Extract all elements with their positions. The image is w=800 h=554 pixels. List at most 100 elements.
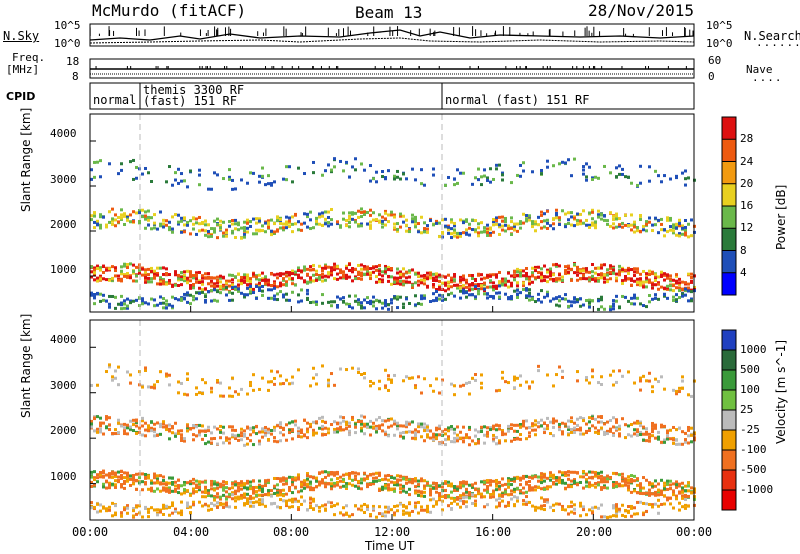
range-cell <box>375 427 378 431</box>
range-cell <box>510 216 513 220</box>
range-cell <box>279 506 282 510</box>
range-cell <box>414 479 417 483</box>
range-cell <box>219 381 222 385</box>
range-cell <box>111 431 114 435</box>
range-cell <box>519 163 522 167</box>
range-cell <box>270 288 273 292</box>
range-cell <box>171 230 174 234</box>
range-cell <box>603 484 606 488</box>
range-cell <box>621 484 624 488</box>
range-cell <box>471 485 474 489</box>
range-cell <box>294 485 297 489</box>
range-cell <box>528 282 531 286</box>
range-cell <box>252 426 255 430</box>
range-cell <box>351 165 354 169</box>
range-cell <box>576 423 579 427</box>
range-cell <box>597 475 600 479</box>
range-cell <box>234 285 237 289</box>
range-cell <box>264 183 267 187</box>
range-cell <box>678 224 681 228</box>
range-cell <box>153 434 156 438</box>
range-cell <box>186 504 189 508</box>
range-cell <box>264 221 267 225</box>
range-cell <box>666 429 669 433</box>
range-cell <box>282 426 285 430</box>
range-cell <box>120 511 123 515</box>
range-cell <box>201 228 204 232</box>
range-cell <box>222 231 225 235</box>
range-cell <box>666 431 669 435</box>
range-cell <box>297 426 300 430</box>
range-cell <box>321 504 324 508</box>
range-cell <box>243 492 246 496</box>
range-cell <box>684 440 687 444</box>
range-cell <box>645 272 648 276</box>
freq-mark <box>265 66 267 69</box>
range-cell <box>246 283 249 287</box>
range-cell <box>318 471 321 475</box>
range-cell <box>228 175 231 179</box>
range-cell <box>486 432 489 436</box>
range-cell <box>567 470 570 474</box>
range-cell <box>555 373 558 377</box>
range-cell <box>120 473 123 477</box>
range-cell <box>300 485 303 489</box>
range-cell <box>465 228 468 232</box>
range-cell <box>183 230 186 234</box>
range-cell <box>450 496 453 500</box>
range-cell <box>255 284 258 288</box>
range-cell <box>657 275 660 279</box>
range-cell <box>594 474 597 478</box>
range-cell <box>495 284 498 288</box>
range-cell <box>468 293 471 297</box>
range-cell <box>180 298 183 302</box>
range-cell <box>639 181 642 185</box>
range-cell <box>585 267 588 271</box>
range-cell <box>186 377 189 381</box>
range-cell <box>522 486 525 490</box>
range-cell <box>669 279 672 283</box>
range-cell <box>681 386 684 390</box>
range-cell <box>510 284 513 288</box>
range-cell <box>354 277 357 281</box>
range-cell <box>225 231 228 235</box>
range-cell <box>258 430 261 434</box>
range-cell <box>522 502 525 506</box>
range-cell <box>147 302 150 306</box>
range-cell <box>117 302 120 306</box>
range-cell <box>387 434 390 438</box>
range-cell <box>675 226 678 230</box>
range-cell <box>120 307 123 311</box>
range-cell <box>339 159 342 163</box>
range-cell <box>267 278 270 282</box>
range-cell <box>135 298 138 302</box>
range-cell <box>282 222 285 226</box>
range-cell <box>99 268 102 272</box>
range-cell <box>120 272 123 276</box>
range-cell <box>270 218 273 222</box>
range-cell <box>222 441 225 445</box>
range-cell <box>180 484 183 488</box>
range-cell <box>456 496 459 500</box>
range-cell <box>192 481 195 485</box>
range-cell <box>525 271 528 275</box>
range-cell <box>123 481 126 485</box>
range-cell <box>570 211 573 215</box>
range-cell <box>294 423 297 427</box>
range-cell <box>597 213 600 217</box>
range-cell <box>414 217 417 221</box>
range-cell <box>99 159 102 163</box>
range-cell <box>342 169 345 173</box>
range-cell <box>378 278 381 282</box>
range-cell <box>375 265 378 269</box>
range-cell <box>408 487 411 491</box>
range-cell <box>522 284 525 288</box>
range-cell <box>279 477 282 481</box>
range-cell <box>546 280 549 284</box>
range-cell <box>492 177 495 181</box>
range-cell <box>153 476 156 480</box>
range-cell <box>411 376 414 380</box>
range-cell <box>516 475 519 479</box>
range-cell <box>675 233 678 237</box>
range-cell <box>243 273 246 277</box>
